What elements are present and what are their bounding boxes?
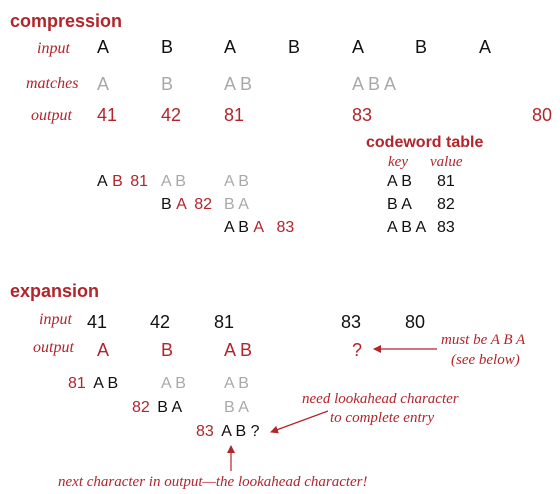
step-code: 83 [276,219,295,236]
input-symbol: B [288,37,301,57]
step-code: 82 [132,399,150,416]
match: A B A [352,74,397,94]
codeword-value: 81 [437,173,455,190]
output-symbol: A [97,340,110,360]
step-lookahead: A [253,219,265,236]
expansion-title: expansion [10,281,100,301]
step-lookahead: B [112,173,123,190]
expansion-output-label: output [33,339,74,356]
codeword-key: A B [387,173,412,190]
must-be-note: must be A B A [441,332,526,348]
codeword-table-title: codeword table [366,134,484,151]
input-symbol: B [415,37,428,57]
output-symbol: ? [352,340,363,360]
step-entry: A B [93,375,119,392]
input-code: 80 [405,312,426,332]
input-code: 42 [150,312,171,332]
input-code: 81 [214,312,235,332]
input-code: 83 [341,312,362,332]
codeword-key: A B A [387,219,427,236]
input-code: 41 [87,312,108,332]
compression-title: compression [10,11,123,31]
output-code: 81 [224,105,245,125]
step-code: 82 [194,196,213,213]
output-code: 80 [532,105,553,125]
output-symbol: A B [224,340,253,360]
step-key: B [161,196,172,213]
codeword-key-header: key [388,154,408,170]
compression-step: A B 81 [97,174,148,190]
lookahead-arrow [270,410,329,434]
step-trail: A B [161,173,186,190]
lookahead-note: to complete entry [330,410,435,426]
step-code: 81 [68,375,86,392]
compression-output-label: output [31,107,72,124]
input-symbol: A [224,37,237,57]
step-entry: B A [157,399,183,416]
match: B [161,74,174,94]
codeword-value: 82 [437,196,455,213]
step-trail: A B [224,173,249,190]
output-code: 42 [161,105,182,125]
output-code: 41 [97,105,118,125]
codeword-key: B A [387,196,412,213]
output-symbol: B [161,340,174,360]
input-symbol: A [479,37,492,57]
expansion-step: 83 A B ? [196,424,260,440]
step-lookahead: A [176,196,187,213]
step-code: 83 [196,423,214,440]
step-trail: B A [224,196,249,213]
compression-step: B A 82 [161,197,212,213]
output-code: 83 [352,105,373,125]
lookahead-note: need lookahead character [302,391,459,407]
input-symbol: B [161,37,174,57]
step-key: A [97,173,108,190]
step-trail: B A [224,399,249,416]
compression-matches-label: matches [26,75,79,92]
step-entry: A B ? [221,423,260,440]
compression-input-label: input [37,40,70,57]
input-symbol: A [352,37,365,57]
compression-step: A B A 83 [224,220,294,236]
step-key: A B [224,219,249,236]
expansion-step: 82 B A [132,400,182,416]
step-code: 81 [130,173,149,190]
expansion-input-label: input [39,311,72,328]
codeword-value-header: value [430,154,463,170]
match: A [97,74,110,94]
codeword-value: 83 [437,219,455,236]
match: A B [224,74,253,94]
expansion-step: 81 A B [68,376,118,392]
see-below-note: (see below) [451,352,520,368]
step-trail: A B [161,375,186,392]
input-symbol: A [97,37,110,57]
bottom-note: next character in output—the lookahead c… [58,474,368,490]
step-trail: A B [224,375,249,392]
